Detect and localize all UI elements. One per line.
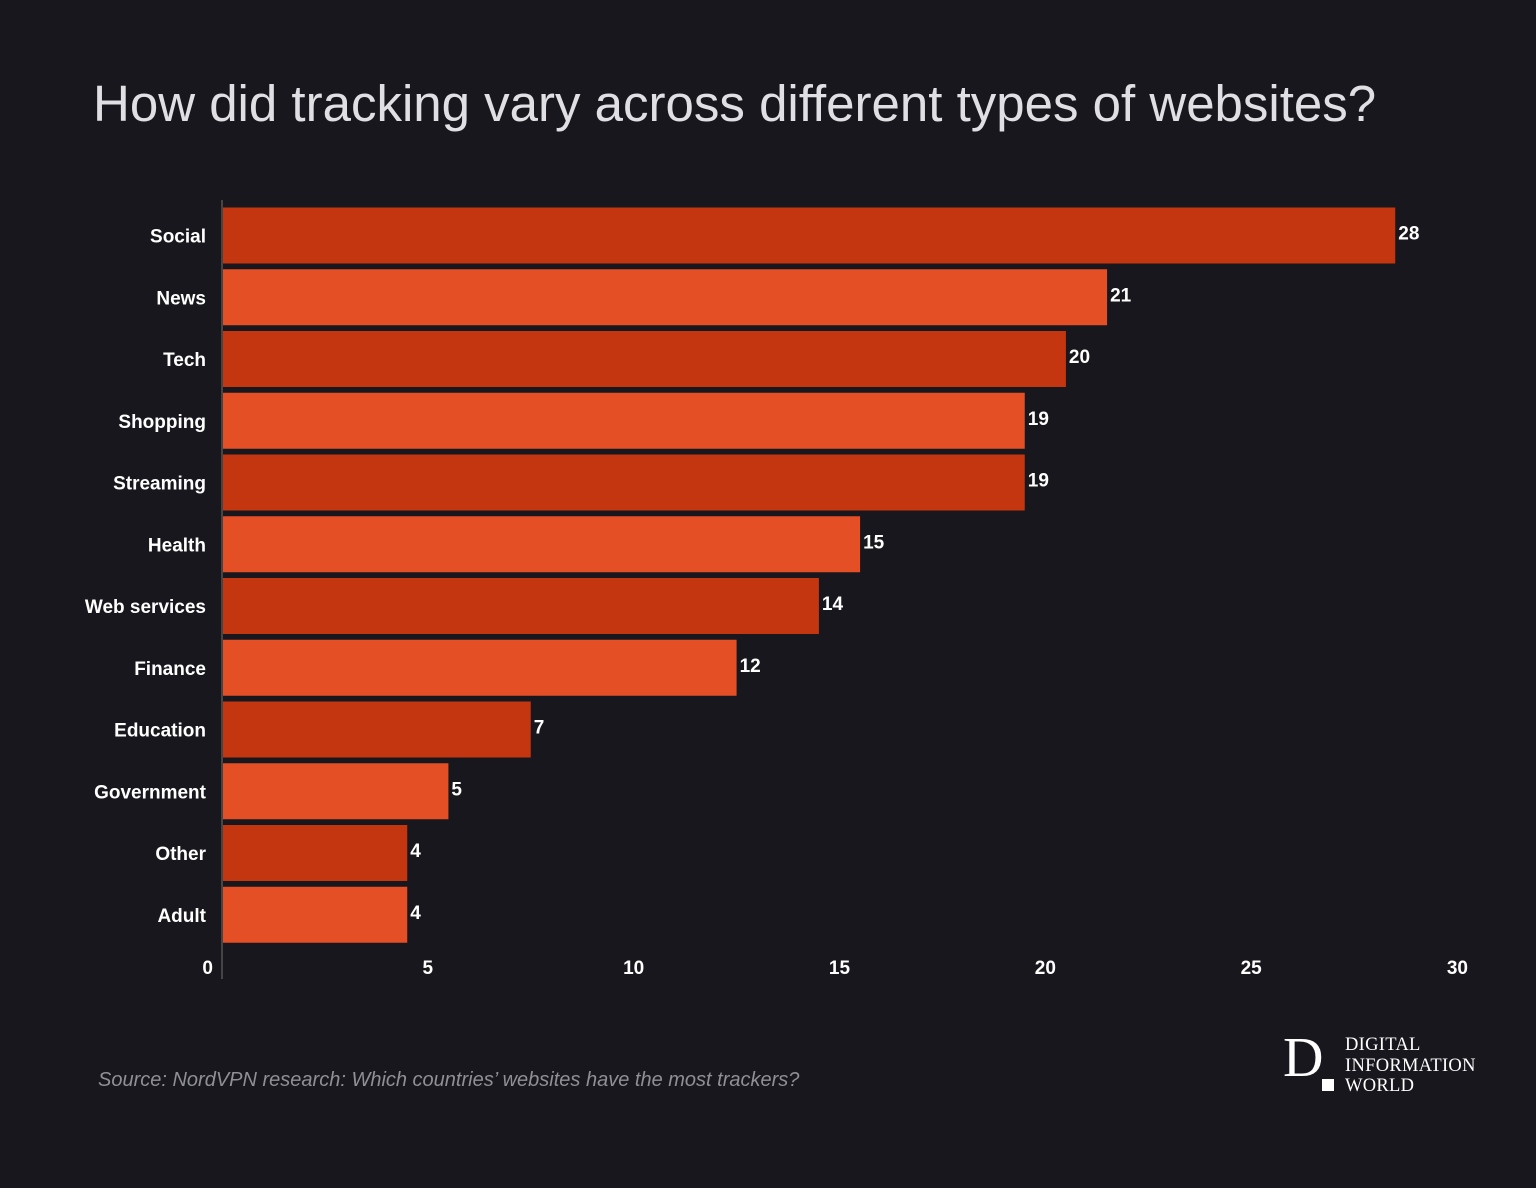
category-labels: Social News Tech Shopping Streaming Health Web…: [85, 227, 207, 927]
publisher-logo: D DIGITAL INFORMATION WORLD: [1283, 1030, 1483, 1098]
source-note: Source: NordVPN research: Which countrie…: [98, 1069, 800, 1091]
category-label-education: Education: [114, 721, 206, 742]
bar-other: [223, 825, 408, 881]
value-label-shopping: 19: [1028, 409, 1049, 430]
category-label-tech: Tech: [163, 350, 206, 371]
chart-title: How did tracking vary across different t…: [93, 75, 1377, 132]
x-tick-label-0: 0: [202, 958, 213, 979]
x-tick-label-25: 25: [1241, 958, 1263, 979]
bar-shopping: [223, 392, 1025, 449]
logo-line-1: DIGITAL: [1345, 1035, 1421, 1055]
value-label-tech: 20: [1069, 347, 1090, 368]
bar-adult: [223, 886, 408, 943]
value-label-other: 4: [410, 841, 421, 862]
logo-wordmark: DIGITAL INFORMATION WORLD: [1345, 1035, 1476, 1097]
bar-government: [223, 763, 449, 820]
category-label-streaming: Streaming: [113, 474, 206, 495]
bar-web-services: [223, 578, 819, 634]
category-label-shopping: Shopping: [118, 412, 206, 433]
value-label-social: 28: [1398, 224, 1419, 245]
bars-group: [223, 207, 1396, 943]
x-tick-label-10: 10: [623, 958, 644, 979]
value-label-adult: 4: [410, 903, 421, 924]
x-axis-ticks: 0 5 10 15 20 25 30: [202, 958, 1468, 979]
value-label-finance: 12: [740, 656, 761, 677]
bar-social: [223, 207, 1396, 264]
logo-square: [1322, 1079, 1334, 1091]
x-tick-label-5: 5: [423, 958, 434, 979]
logo-line-2: INFORMATION: [1345, 1055, 1476, 1076]
category-label-government: Government: [94, 782, 207, 803]
category-label-web-services: Web services: [85, 597, 206, 618]
logo-mark: D: [1283, 1027, 1324, 1089]
bar-chart: Social News Tech Shopping Streaming Health Web…: [85, 200, 1468, 979]
category-label-social: Social: [150, 227, 206, 248]
x-tick-label-15: 15: [829, 958, 851, 979]
bar-tech: [223, 331, 1066, 387]
value-label-education: 7: [534, 718, 545, 739]
value-label-streaming: 19: [1028, 471, 1049, 492]
category-label-news: News: [156, 288, 206, 309]
bar-finance: [223, 639, 737, 696]
value-label-web-services: 14: [822, 594, 844, 615]
x-tick-label-20: 20: [1035, 958, 1056, 979]
value-label-government: 5: [451, 779, 462, 800]
x-tick-label-30: 30: [1447, 958, 1468, 979]
value-labels: 28 21 20 19 19 15 14 12 7 5 4 4: [410, 224, 1419, 924]
category-label-adult: Adult: [157, 906, 206, 927]
value-label-news: 21: [1110, 285, 1132, 306]
bar-streaming: [223, 454, 1025, 511]
value-label-health: 15: [863, 532, 885, 553]
bar-education: [223, 701, 531, 758]
category-label-health: Health: [148, 535, 206, 556]
bar-health: [223, 516, 861, 573]
bar-news: [223, 269, 1108, 326]
category-label-finance: Finance: [134, 659, 206, 680]
category-label-other: Other: [155, 844, 206, 865]
logo-line-3: WORLD: [1345, 1076, 1415, 1096]
